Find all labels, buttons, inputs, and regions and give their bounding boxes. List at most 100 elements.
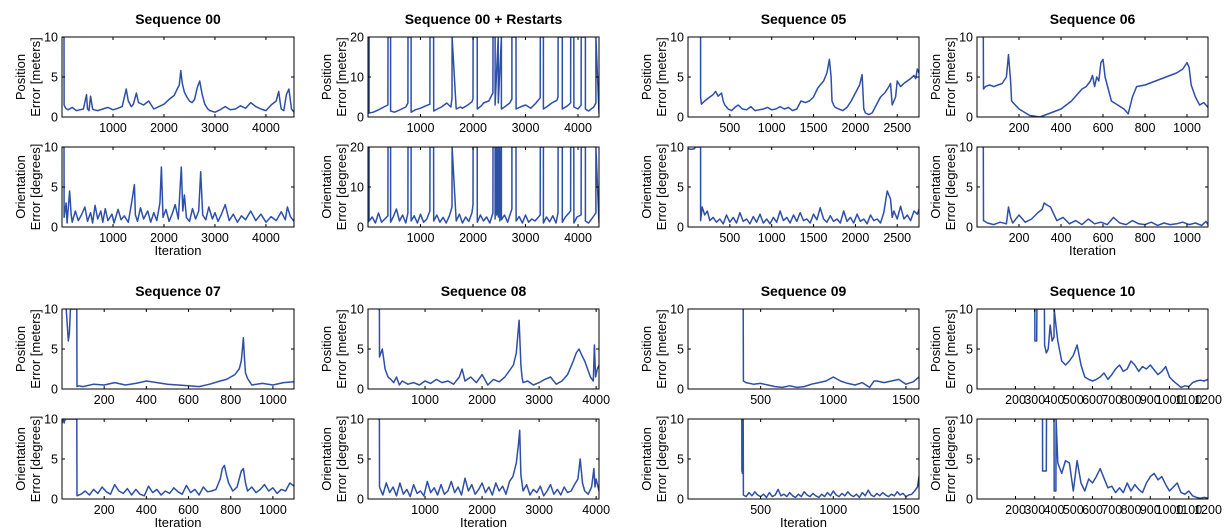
x-tick-label: 200 [1009, 121, 1030, 135]
x-tick-label: 400 [136, 393, 157, 407]
y-tick-label: 10 [670, 303, 684, 317]
x-tick-label: 3000 [525, 393, 553, 407]
x-tick-label: 400 [1051, 231, 1072, 245]
y-axis-label: PositionError [meters] [639, 37, 669, 116]
x-tick-label: 400 [1044, 393, 1065, 407]
x-tick-label: 2000 [150, 121, 178, 135]
x-tick-label: 600 [178, 393, 199, 407]
x-tick-label: 3000 [525, 503, 553, 517]
x-tick-label: 1000 [758, 121, 786, 135]
x-tick-label: 1000 [99, 121, 127, 135]
panel-title: Sequence 00 [135, 11, 221, 27]
x-tick-label: 2500 [883, 121, 911, 135]
x-tick-label: 500 [750, 503, 771, 517]
panel-title: Sequence 05 [761, 11, 847, 27]
y-axis-label: OrientationError [degrees] [639, 144, 669, 231]
y-axis-label: PositionError [meters] [13, 309, 43, 388]
x-tick-label: 2000 [459, 231, 487, 245]
x-tick-label: 1500 [892, 393, 920, 407]
series-line [368, 147, 599, 224]
series-line [1041, 419, 1208, 499]
plot-frame [61, 308, 295, 390]
panel-title: Sequence 07 [135, 283, 221, 299]
x-tick-label: 900 [1140, 393, 1161, 407]
x-tick-label: 900 [1140, 503, 1161, 517]
y-tick-label: 10 [350, 303, 364, 317]
y-tick-label: 10 [44, 141, 58, 155]
x-tick-label: 2000 [841, 231, 869, 245]
y-tick-label: 0 [357, 493, 364, 507]
y-tick-label: 0 [357, 111, 364, 125]
y-tick-label: 0 [966, 383, 973, 397]
plot-frame [687, 146, 920, 228]
y-axis-label: OrientationError [degrees] [639, 416, 669, 503]
y-tick-label: 20 [350, 31, 364, 45]
y-tick-label: 0 [677, 383, 684, 397]
panel-title: Sequence 00 + Restarts [405, 11, 563, 27]
panel-title: Sequence 06 [1050, 11, 1136, 27]
x-tick-label: 500 [750, 393, 771, 407]
x-tick-label: 1500 [892, 503, 920, 517]
y-tick-label: 10 [44, 31, 58, 45]
x-tick-label: 2500 [883, 231, 911, 245]
x-tick-label: 800 [220, 503, 241, 517]
x-tick-label: 1500 [800, 121, 828, 135]
x-tick-label: 4000 [582, 503, 610, 517]
x-tick-label: 2000 [459, 121, 487, 135]
panel-title: Sequence 08 [441, 283, 527, 299]
x-tick-label: 4000 [252, 231, 280, 245]
y-tick-label: 10 [670, 413, 684, 427]
x-tick-label: 1000 [99, 231, 127, 245]
y-tick-label: 0 [677, 493, 684, 507]
series-line [62, 37, 294, 113]
x-tick-label: 800 [1121, 503, 1142, 517]
y-tick-label: 5 [677, 343, 684, 357]
y-tick-label: 5 [966, 343, 973, 357]
y-tick-label: 10 [959, 141, 973, 155]
y-tick-label: 10 [959, 303, 973, 317]
series-line [982, 37, 1208, 117]
y-tick-label: 5 [966, 453, 973, 467]
x-tick-label: 2000 [468, 393, 496, 407]
series-line [742, 309, 919, 389]
x-tick-label: 800 [220, 393, 241, 407]
x-tick-label: 3000 [512, 121, 540, 135]
series-line [699, 37, 919, 116]
y-tick-label: 0 [51, 111, 58, 125]
x-tick-label: 300 [1024, 393, 1045, 407]
x-tick-label: 500 [719, 121, 740, 135]
y-tick-label: 5 [357, 343, 364, 357]
series-line [62, 147, 294, 224]
x-tick-label: 3000 [201, 231, 229, 245]
x-tick-label: 800 [1135, 231, 1156, 245]
x-tick-label: 400 [1044, 503, 1065, 517]
x-tick-label: 600 [1093, 231, 1114, 245]
x-tick-label: 1100 [1175, 393, 1202, 407]
y-axis-label: OrientationError [degrees] [319, 416, 349, 503]
y-tick-label: 10 [44, 413, 58, 427]
y-tick-label: 10 [670, 31, 684, 45]
x-tick-label: 600 [1082, 503, 1103, 517]
x-tick-label: 400 [1051, 121, 1072, 135]
x-tick-label: 1000 [1173, 121, 1201, 135]
plot-frame [367, 36, 600, 118]
x-tick-label: 4000 [564, 121, 592, 135]
x-tick-label: 1000 [411, 393, 439, 407]
y-tick-label: 10 [959, 413, 973, 427]
x-tick-label: 1200 [1194, 503, 1222, 517]
x-axis-label: Iteration [780, 515, 827, 530]
y-axis-label: PositionError [meters] [319, 309, 349, 388]
x-tick-label: 3000 [201, 121, 229, 135]
panel-5: 500 1000 1500 2000 2500 0 5 10OrientationError … [639, 141, 920, 245]
y-tick-label: 0 [966, 111, 973, 125]
x-tick-label: 1000 [259, 503, 287, 517]
x-axis-label: Iteration [155, 515, 202, 530]
y-tick-label: 0 [51, 383, 58, 397]
